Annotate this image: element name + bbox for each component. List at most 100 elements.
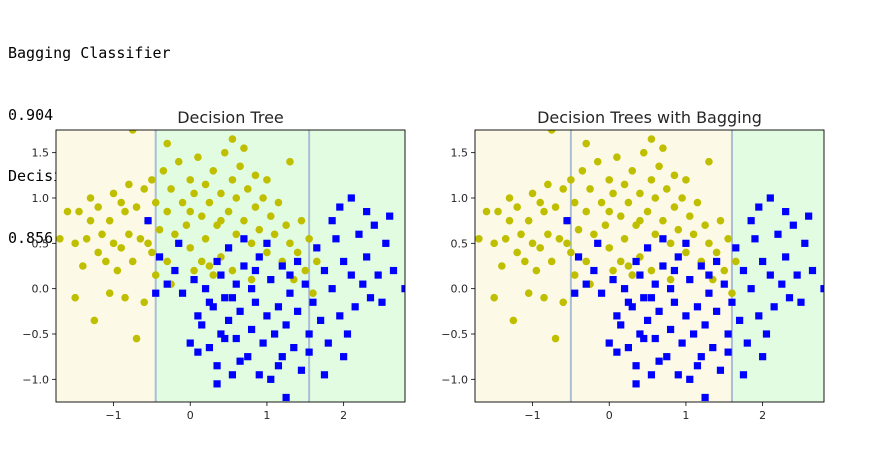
scatter-point-class-1 — [736, 316, 744, 324]
scatter-point-class-1 — [340, 353, 348, 361]
scatter-point-class-1 — [236, 307, 244, 315]
scatter-point-class-0 — [659, 216, 667, 225]
scatter-point-class-1 — [697, 353, 705, 361]
scatter-point-class-0 — [505, 194, 514, 202]
scatter-point-class-0 — [567, 176, 575, 184]
plot-decision-tree: −1 0 1 2 1.5 1.0 0.5 0.0 −0.5 −1.0 Decision Tree — [22, 108, 406, 422]
scatter-point-class-0 — [243, 185, 252, 193]
scatter-point-class-0 — [682, 248, 690, 257]
scatter-point-class-0 — [98, 230, 106, 239]
scatter-point-class-1 — [778, 280, 786, 288]
scatter-point-class-0 — [178, 198, 187, 207]
scatter-point-class-1 — [228, 371, 237, 379]
y-tick-label: 1.5 — [32, 147, 50, 160]
scatter-point-class-1 — [636, 330, 644, 338]
scatter-point-class-1 — [171, 266, 179, 275]
scatter-point-class-1 — [805, 212, 813, 220]
scatter-point-class-0 — [639, 148, 648, 157]
x-tick-label: −1 — [105, 409, 121, 422]
scatter-point-class-1 — [797, 298, 805, 306]
y-tick-label: −1.0 — [22, 373, 49, 386]
scatter-point-class-1 — [320, 371, 329, 379]
scatter-point-class-0 — [593, 157, 602, 166]
scatter-point-class-0 — [144, 239, 152, 248]
scatter-point-class-0 — [217, 189, 225, 198]
scatter-point-class-1 — [655, 357, 663, 365]
scatter-point-class-1 — [755, 312, 763, 320]
scatter-point-class-1 — [347, 271, 355, 279]
scatter-point-class-0 — [117, 244, 125, 252]
scatter-point-class-1 — [571, 289, 579, 297]
scatter-point-class-0 — [90, 316, 99, 325]
scatter-point-class-1 — [251, 298, 260, 306]
scatter-point-class-0 — [286, 239, 294, 248]
scatter-point-class-0 — [151, 271, 160, 279]
scatter-point-class-0 — [540, 207, 548, 216]
scatter-point-class-0 — [498, 262, 506, 270]
scatter-point-class-1 — [686, 276, 694, 284]
scatter-point-class-0 — [509, 316, 518, 325]
scatter-point-class-1 — [305, 348, 313, 356]
scatter-point-class-0 — [148, 176, 156, 184]
scatter-point-class-1 — [620, 285, 629, 293]
scatter-point-class-1 — [194, 312, 202, 320]
scatter-point-class-0 — [501, 235, 510, 243]
scatter-point-class-1 — [647, 294, 656, 302]
scatter-point-class-0 — [620, 235, 629, 243]
scatter-point-class-0 — [655, 162, 663, 171]
scatter-point-class-1 — [294, 257, 302, 266]
scatter-point-class-1 — [640, 334, 648, 343]
scatter-point-class-0 — [662, 185, 671, 193]
scatter-point-class-1 — [732, 244, 740, 252]
scatter-point-class-0 — [574, 225, 583, 234]
scatter-point-class-0 — [731, 257, 740, 266]
scatter-point-class-0 — [570, 198, 579, 207]
scatter-point-class-0 — [247, 239, 256, 248]
scatter-point-class-1 — [789, 221, 797, 229]
scatter-point-class-1 — [267, 375, 275, 383]
scatter-point-class-1 — [221, 334, 229, 343]
scatter-point-class-1 — [701, 321, 709, 329]
scatter-point-class-1 — [198, 321, 206, 329]
scatter-point-class-1 — [224, 244, 233, 252]
scatter-point-class-0 — [536, 198, 544, 207]
scatter-point-class-0 — [148, 248, 156, 257]
scatter-point-class-1 — [175, 239, 183, 247]
scatter-point-class-0 — [266, 212, 275, 220]
scatter-point-class-0 — [651, 230, 660, 239]
scatter-point-class-0 — [620, 180, 629, 189]
scatter-point-class-1 — [324, 339, 332, 347]
scatter-point-class-1 — [766, 194, 774, 202]
scatter-point-class-1 — [724, 330, 732, 338]
x-tick-label: −1 — [524, 409, 540, 422]
scatter-point-class-0 — [674, 225, 683, 234]
scatter-point-class-1 — [628, 303, 636, 311]
scatter-point-class-1 — [747, 217, 755, 225]
scatter-point-class-1 — [378, 298, 386, 306]
scatter-point-class-1 — [782, 253, 790, 261]
scatter-point-class-1 — [686, 375, 694, 383]
scatter-point-class-1 — [820, 285, 824, 293]
scatter-point-class-0 — [155, 225, 164, 234]
scatter-point-class-1 — [582, 280, 590, 288]
scatter-point-class-1 — [190, 276, 198, 284]
scatter-point-class-0 — [79, 262, 87, 270]
scatter-point-class-1 — [313, 244, 321, 252]
scatter-point-class-0 — [524, 289, 533, 298]
scatter-point-class-1 — [563, 217, 571, 225]
scatter-point-class-1 — [305, 330, 313, 338]
plot-title: Decision Trees with Bagging — [537, 108, 762, 127]
scatter-point-class-0 — [613, 153, 621, 161]
scatter-point-class-1 — [632, 380, 640, 388]
x-tick-label: 1 — [682, 409, 689, 422]
scatter-point-class-0 — [666, 275, 675, 284]
scatter-point-class-1 — [224, 316, 233, 324]
scatter-point-class-1 — [290, 344, 298, 352]
scatter-point-class-0 — [609, 189, 617, 198]
scatter-point-class-0 — [190, 189, 198, 198]
scatter-point-class-0 — [117, 198, 125, 207]
scatter-point-class-1 — [590, 266, 598, 275]
scatter-point-class-0 — [121, 207, 129, 216]
scatter-point-class-1 — [651, 280, 659, 288]
scatter-point-class-0 — [190, 266, 198, 275]
